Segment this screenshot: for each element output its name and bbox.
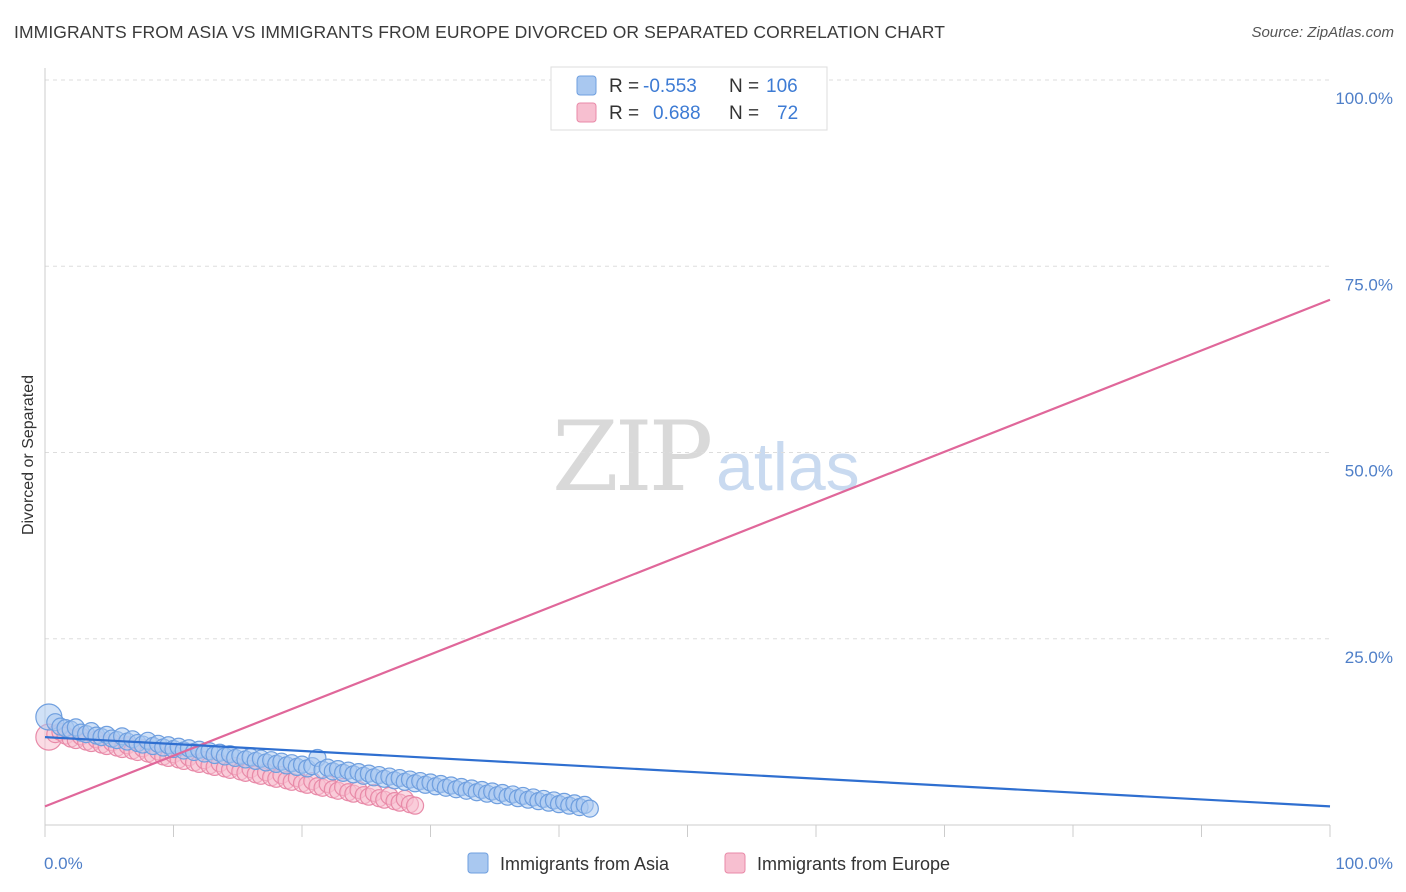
bottom-legend-europe-swatch [724,852,746,874]
legend-europe-n-label: N = [729,103,759,124]
legend-europe-n-value: 72 [777,103,798,124]
legend-asia-n-value: 106 [766,76,798,97]
y-tick-label-0: 25.0% [1345,648,1393,667]
europe-trendline [44,298,1331,808]
bottom-legend-asia-swatch [467,852,489,874]
y-tick-label-2: 75.0% [1345,275,1393,294]
legend-asia-swatch [576,75,597,96]
series-legend: Immigrants from Asia Immigrants from Eur… [467,852,950,874]
y-tick-label-1: 50.0% [1345,462,1393,481]
asia-point [580,799,599,818]
x-tick-label-1: 100.0% [1335,854,1393,873]
legend-asia-n-label: N = [729,76,759,97]
legend-europe-swatch [576,102,597,123]
watermark: ZIP atlas [552,401,860,513]
legend-asia-r-value: -0.553 [643,76,697,97]
y-axis-title: Divorced or Separated [20,375,37,535]
legend-asia-r-label: R = [609,76,639,97]
asia-points [35,703,599,818]
watermark-atlas: atlas [716,429,860,505]
gridlines [45,79,1330,640]
x-tick-labels: 0.0% 100.0% [44,854,1393,873]
x-tick-label-0: 0.0% [44,854,83,873]
legend-europe-r-label: R = [609,103,639,124]
trendlines [44,298,1331,808]
asia-trendline [44,735,1331,808]
legend-box [550,66,828,131]
y-tick-labels: 25.0% 50.0% 75.0% 100.0% [1335,89,1393,667]
y-tick-label-3: 100.0% [1335,89,1393,108]
source-credit: Source: ZipAtlas.com [1251,24,1394,41]
watermark-zip: ZIP [552,401,711,513]
europe-point [405,796,425,815]
chart-title: IMMIGRANTS FROM ASIA VS IMMIGRANTS FROM … [14,22,946,42]
axes [44,68,1331,837]
correlation-legend: R = -0.553 N = 106 R = 0.688 N = 72 [550,66,828,131]
bottom-legend-europe-label: Immigrants from Europe [757,854,950,874]
legend-europe-r-value: 0.688 [653,103,701,124]
bottom-legend-asia-label: Immigrants from Asia [500,854,670,874]
